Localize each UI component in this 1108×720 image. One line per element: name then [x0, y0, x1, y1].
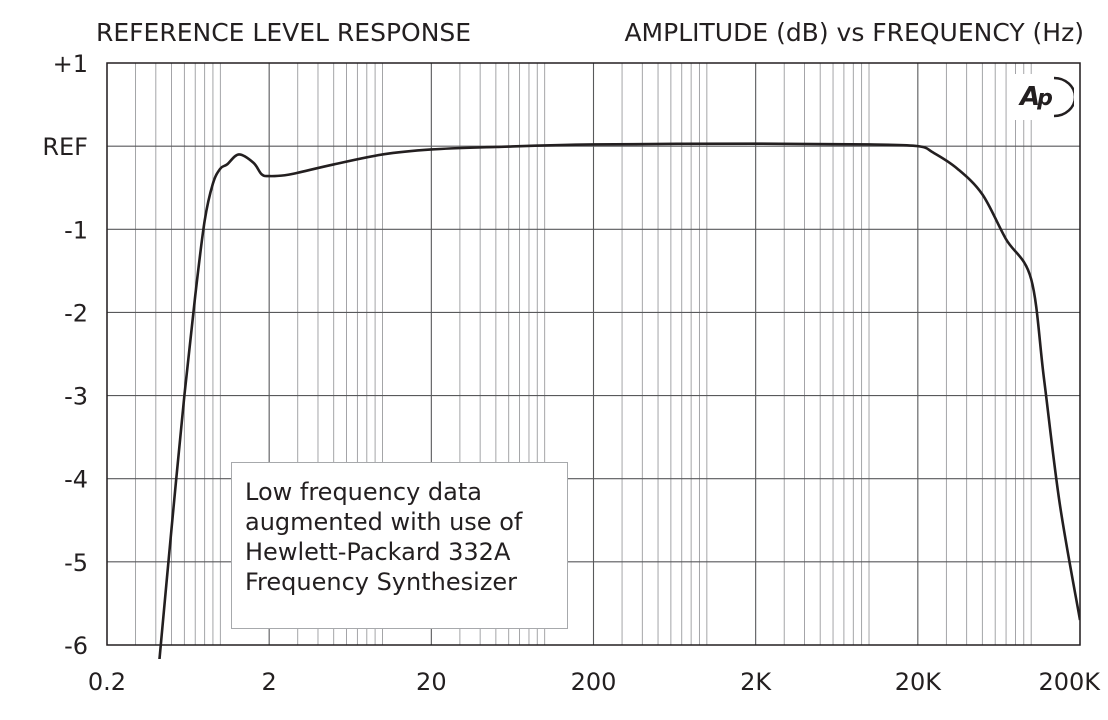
y-tick-label: -6: [64, 632, 88, 660]
annotation-box: Low frequency data augmented with use of…: [231, 462, 568, 629]
x-tick-label: 2K: [740, 668, 772, 696]
y-tick-label: -4: [64, 466, 88, 494]
y-tick-label: -1: [64, 216, 88, 244]
y-tick-label: -3: [64, 383, 88, 411]
chart-axis-description: AMPLITUDE (dB) vs FREQUENCY (Hz): [624, 18, 1084, 47]
y-axis-tick-labels: +1 REF -1 -2 -3 -4 -5 -6: [42, 50, 88, 660]
x-tick-label: 20: [416, 668, 447, 696]
annotation-line-4: Frequency Synthesizer: [245, 568, 518, 596]
annotation-line-3: Hewlett-Packard 332A: [245, 538, 511, 566]
x-axis-tick-labels: 0.2 2 20 200 2K 20K 200K: [88, 668, 1101, 696]
y-tick-label: -2: [64, 299, 88, 327]
y-tick-label: REF: [42, 133, 88, 161]
x-tick-label: 2: [262, 668, 277, 696]
annotation-line-2: augmented with use of: [245, 508, 523, 536]
y-tick-label: +1: [53, 50, 88, 78]
ap-logo: Ap: [1012, 74, 1077, 120]
x-tick-label: 20K: [895, 668, 943, 696]
x-tick-label: 200K: [1038, 668, 1101, 696]
chart-title: REFERENCE LEVEL RESPONSE: [96, 18, 472, 47]
y-tick-label: -5: [64, 549, 88, 577]
svg-text:Ap: Ap: [1018, 82, 1052, 112]
annotation-line-1: Low frequency data: [245, 478, 482, 506]
x-tick-label: 0.2: [88, 668, 126, 696]
x-tick-label: 200: [571, 668, 617, 696]
plot-frame: [106, 62, 1081, 646]
response-curve: [158, 142, 1080, 659]
